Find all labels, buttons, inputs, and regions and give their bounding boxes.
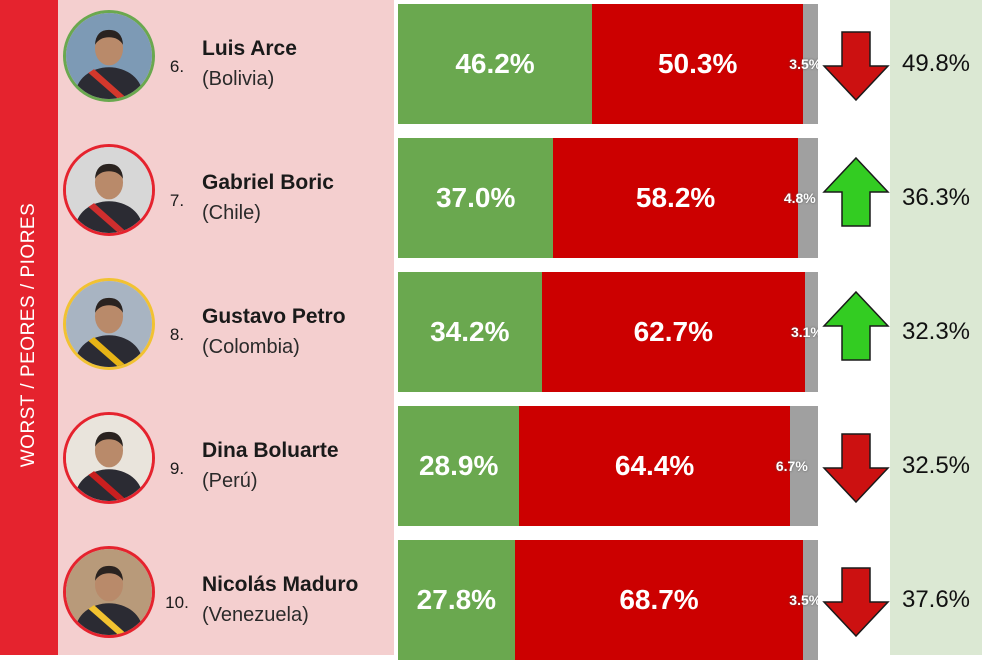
leader-rank: 9. bbox=[169, 459, 185, 478]
leader-row: 7. Gabriel Boric (Chile) 37.0% 58.2% 4.8% 36.3… bbox=[0, 136, 982, 270]
disapprove-value-label: 58.2% bbox=[635, 182, 716, 213]
leader-rank: 7. bbox=[169, 191, 185, 210]
stacked-bar: 28.9% 64.4% 6.7% bbox=[398, 406, 818, 526]
arrow-up-icon bbox=[822, 156, 890, 228]
leader-avatar bbox=[63, 278, 155, 370]
disapprove-bar bbox=[553, 138, 798, 258]
stacked-bar: 34.2% 62.7% 3.1% bbox=[398, 272, 818, 392]
previous-approval-value: 37.6% bbox=[901, 586, 971, 613]
arrow-down-icon bbox=[822, 566, 890, 638]
disapprove-value-label: 68.7% bbox=[619, 584, 699, 615]
approve-value-label: 28.9% bbox=[418, 450, 499, 481]
approve-bar bbox=[398, 272, 542, 392]
previous-approval-column bbox=[890, 0, 982, 655]
no-response-value-label: 3.5% bbox=[789, 592, 818, 608]
no-response-value-label: 4.8% bbox=[783, 190, 816, 206]
arrow-down-icon bbox=[822, 30, 890, 102]
leader-avatar bbox=[63, 10, 155, 102]
leader-country: (Bolivia) bbox=[202, 68, 275, 90]
portrait-silhouette bbox=[66, 13, 152, 99]
leader-rank: 10. bbox=[165, 593, 189, 612]
leader-name: Luis Arce bbox=[202, 37, 297, 60]
arrow-up-icon bbox=[822, 290, 890, 362]
leader-avatar bbox=[63, 412, 155, 504]
leader-row: 9. Dina Boluarte (Perú) 28.9% 64.4% 6.7% 32.5% bbox=[0, 404, 982, 538]
approve-value-label: 37.0% bbox=[435, 182, 516, 213]
approve-bar bbox=[398, 138, 554, 258]
disapprove-value-label: 50.3% bbox=[657, 48, 738, 79]
side-band: WORST / PEORES / PIORES bbox=[0, 0, 58, 655]
previous-approval-value: 32.5% bbox=[901, 452, 971, 479]
no-response-value-label: 3.1% bbox=[790, 324, 818, 340]
previous-approval-value: 49.8% bbox=[901, 50, 971, 77]
disapprove-bar bbox=[519, 406, 790, 526]
disapprove-bar bbox=[514, 540, 804, 660]
stacked-bar: 46.2% 50.3% 3.5% bbox=[398, 4, 818, 124]
disapprove-bar bbox=[592, 4, 804, 124]
no-response-value-label: 6.7% bbox=[775, 458, 808, 474]
leader-name: Gustavo Petro bbox=[202, 305, 346, 328]
leader-rank: 8. bbox=[169, 325, 185, 344]
disapprove-value-label: 64.4% bbox=[614, 450, 695, 481]
leader-rank: 6. bbox=[169, 57, 185, 76]
approve-value-label: 27.8% bbox=[416, 584, 497, 615]
no-response-value-label: 3.5% bbox=[789, 56, 818, 72]
previous-approval-value: 36.3% bbox=[901, 184, 971, 211]
approve-bar bbox=[398, 540, 515, 660]
leader-name: Nicolás Maduro bbox=[202, 573, 359, 596]
arrow-down-icon bbox=[822, 432, 890, 504]
leader-name: Gabriel Boric bbox=[202, 171, 334, 194]
leader-row: 6. Luis Arce (Bolivia) 46.2% 50.3% 3.5% 49.8% bbox=[0, 2, 982, 136]
portrait-silhouette bbox=[66, 281, 152, 367]
approve-value-label: 34.2% bbox=[430, 316, 510, 347]
portrait-silhouette bbox=[66, 415, 152, 501]
leader-country: (Colombia) bbox=[202, 336, 300, 358]
leader-avatar bbox=[63, 546, 155, 638]
approve-bar bbox=[398, 406, 520, 526]
leader-row: 8.Gustavo Petro(Colombia)34.2%62.7%3.1%3… bbox=[0, 270, 982, 404]
stacked-bar: 27.8% 68.7% 3.5% bbox=[398, 540, 818, 660]
disapprove-value-label: 62.7% bbox=[633, 316, 713, 347]
leader-row: 10. Nicolás Maduro (Venezuela) 27.8% 68.7% 3.… bbox=[0, 538, 982, 672]
disapprove-bar bbox=[541, 272, 805, 392]
previous-approval-value: 32.3% bbox=[901, 318, 971, 345]
leader-name: Dina Boluarte bbox=[202, 439, 339, 462]
approve-value-label: 46.2% bbox=[455, 48, 535, 79]
stacked-bar: 37.0% 58.2% 4.8% bbox=[398, 138, 818, 258]
leader-avatar bbox=[63, 144, 155, 236]
leader-country: (Chile) bbox=[202, 202, 261, 224]
portrait-silhouette bbox=[66, 147, 152, 233]
leader-country: (Perú) bbox=[202, 470, 258, 492]
leader-country: (Venezuela) bbox=[202, 604, 309, 626]
approve-bar bbox=[398, 4, 593, 124]
portrait-silhouette bbox=[66, 549, 152, 635]
